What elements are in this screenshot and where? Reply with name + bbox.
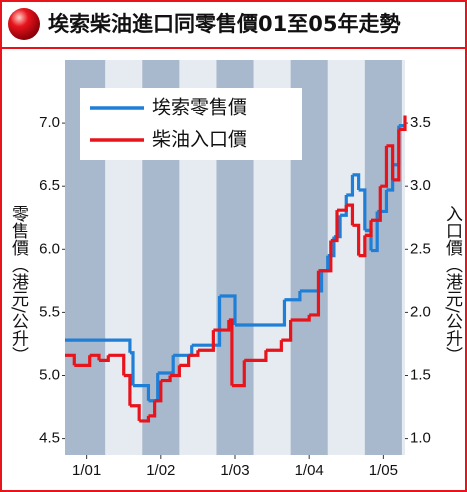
y2-tick-label: 3.0	[410, 177, 431, 194]
series-line	[65, 353, 76, 366]
series-line	[213, 319, 231, 332]
legend-box	[80, 88, 302, 160]
series-line	[231, 360, 246, 388]
y2-tick-label: 3.5	[410, 114, 431, 131]
series-line	[157, 355, 175, 375]
series-line	[179, 355, 191, 367]
series-line	[65, 338, 132, 353]
x-tick-label: 1/05	[369, 462, 398, 479]
series-line	[108, 353, 126, 376]
series-line	[244, 350, 268, 362]
series-line	[392, 129, 401, 182]
y-tick-label: 5.0	[39, 366, 60, 383]
series-line	[358, 235, 367, 258]
y2-tick-label: 1.0	[410, 430, 431, 447]
series-line	[352, 173, 361, 190]
y-tick-label: 5.5	[39, 303, 60, 320]
y2-tick-label: 2.0	[410, 303, 431, 320]
x-tick-label: 1/02	[146, 462, 175, 479]
series-line	[99, 355, 110, 362]
series-line	[160, 375, 172, 383]
series-line	[89, 353, 101, 361]
series-line	[170, 365, 181, 378]
series-line	[123, 373, 132, 406]
series-line	[148, 400, 157, 418]
series-line	[129, 351, 135, 386]
series-line	[228, 318, 234, 386]
series-line	[299, 270, 324, 293]
y-tick-label: 6.5	[39, 177, 60, 194]
y-axis-label: 零售價（港元/公升）	[8, 205, 29, 364]
series-line	[398, 115, 407, 132]
series-line	[337, 205, 348, 212]
series-line	[371, 211, 379, 253]
series-line	[219, 294, 237, 326]
series-line	[346, 174, 355, 197]
x-tick-label: 1/01	[72, 462, 101, 479]
band	[364, 60, 402, 455]
series-line	[188, 350, 200, 357]
series-line	[318, 240, 333, 273]
series-line	[380, 145, 389, 188]
series-line	[284, 290, 302, 302]
y-tick-label: 4.5	[39, 430, 60, 447]
legend-label: 柴油入口價	[152, 129, 247, 151]
series-line	[154, 380, 163, 403]
series-line	[139, 415, 151, 423]
series-line	[235, 299, 287, 327]
series-line	[265, 340, 283, 352]
series-line	[358, 188, 367, 231]
series-line	[371, 186, 382, 222]
series-line	[290, 314, 311, 322]
series-line	[74, 355, 92, 367]
series-line	[197, 330, 215, 352]
y2-axis-label: 入口價（港元/公升）	[442, 205, 463, 364]
y-tick-label: 6.0	[39, 240, 60, 257]
y-tick-label: 7.0	[39, 114, 60, 131]
series-line	[129, 404, 141, 421]
x-tick-label: 1/03	[220, 462, 249, 479]
series-line	[364, 220, 373, 238]
y2-tick-label: 1.5	[410, 366, 431, 383]
series-line	[191, 295, 222, 347]
series-line	[330, 210, 339, 243]
series-line	[281, 319, 293, 342]
x-tick-label: 1/04	[295, 462, 324, 479]
chart-title: 埃索柴油進口同零售價01至05年走勢	[48, 12, 400, 36]
series-line	[309, 270, 321, 317]
series-line	[386, 144, 395, 180]
title-icon	[8, 8, 40, 40]
legend-label: 埃索零售價	[152, 97, 247, 119]
series-line	[346, 203, 355, 226]
y2-tick-label: 2.5	[410, 240, 431, 257]
series-line	[133, 383, 151, 401]
series-line	[352, 223, 361, 256]
series-line	[340, 195, 348, 217]
